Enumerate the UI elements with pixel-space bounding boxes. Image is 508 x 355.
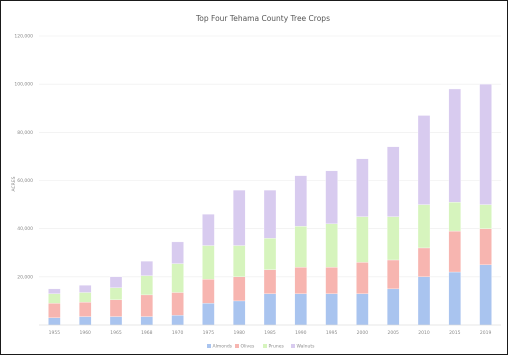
bar-olives-1980[interactable] [233,276,246,302]
x-tick-label: 1970 [172,330,184,336]
legend-swatch-walnuts [291,344,295,348]
bar-prunes-1965[interactable] [109,287,123,300]
x-tick-label: 1985 [264,330,276,336]
x-tick-label: 2010 [418,330,430,336]
bar-prunes-1955[interactable] [48,293,61,304]
bar-olives-1990[interactable] [294,267,307,294]
x-tick-label: 2019 [480,330,492,336]
legend-label-prunes: Prunes [269,344,285,350]
bar-almonds-1975[interactable] [202,303,215,326]
bar-prunes-2000[interactable] [356,216,369,263]
bar-walnuts-2005[interactable] [387,146,400,217]
bar-olives-1985[interactable] [263,269,277,294]
legend[interactable]: Almonds Olives Prunes Walnuts [207,344,315,350]
bar-prunes-1985[interactable] [263,238,277,270]
bar-prunes-2010[interactable] [417,204,431,249]
x-tick-label: 1965 [110,330,122,336]
bar-prunes-2005[interactable] [387,216,400,261]
y-axis-ticks: 20,000 40,000 60,000 80,000 100,000 120,000 [14,34,33,281]
bar-walnuts-1995[interactable] [325,170,338,225]
bar-walnuts-1990[interactable] [294,175,307,227]
x-tick-label: 1975 [203,330,215,336]
bar-prunes-1980[interactable] [233,245,246,277]
bar-almonds-1995[interactable] [325,293,338,326]
legend-swatch-olives [235,344,239,348]
x-tick-label: 1980 [233,330,245,336]
bar-olives-2000[interactable] [356,262,369,294]
bar-almonds-2015[interactable] [448,271,461,326]
bar-walnuts-1968[interactable] [140,261,153,276]
x-tick-label: 2005 [387,330,399,336]
bar-olives-2019[interactable] [479,228,492,265]
bar-olives-1968[interactable] [140,294,153,317]
legend-swatch-prunes [263,344,267,348]
legend-label-olives: Olives [241,344,255,350]
y-tick-label: 60,000 [17,178,33,184]
y-tick-label: 100,000 [14,82,33,88]
chart-title: Top Four Tehama County Tree Crops [195,14,330,23]
bar-almonds-2000[interactable] [356,293,369,326]
bar-walnuts-2010[interactable] [417,115,431,205]
y-tick-label: 80,000 [17,130,33,136]
bar-almonds-1968[interactable] [140,316,153,326]
bar-prunes-2015[interactable] [448,202,461,232]
bar-olives-1970[interactable] [171,292,184,316]
bar-olives-1960[interactable] [79,301,92,317]
x-tick-label: 1990 [295,330,307,336]
bar-prunes-1960[interactable] [79,292,92,303]
bar-walnuts-2019[interactable] [479,84,492,205]
bar-almonds-1965[interactable] [109,316,123,326]
bar-almonds-1960[interactable] [79,316,92,326]
bar-prunes-1968[interactable] [140,275,153,296]
bar-walnuts-1980[interactable] [233,189,246,246]
bar-walnuts-2015[interactable] [448,88,461,203]
legend-label-almonds: Almonds [213,344,233,350]
bar-prunes-2019[interactable] [479,204,492,229]
bar-olives-1965[interactable] [109,299,123,317]
bar-olives-1955[interactable] [48,303,61,318]
bars [48,84,492,326]
x-tick-label: 1960 [79,330,91,336]
x-tick-label: 1995 [326,330,338,336]
bar-walnuts-2000[interactable] [356,158,369,217]
bar-almonds-2010[interactable] [417,276,431,326]
bar-olives-2010[interactable] [417,247,431,277]
x-axis-ticks: 1955 1960 1965 1968 1970 1975 1980 1985 1990 1995… [49,330,492,336]
bar-walnuts-1985[interactable] [263,189,277,239]
bar-prunes-1970[interactable] [171,263,184,293]
x-tick-label: 1968 [141,330,153,336]
bar-almonds-2019[interactable] [479,264,492,326]
bar-almonds-1970[interactable] [171,315,184,326]
x-tick-label: 1955 [49,330,61,336]
bar-olives-1995[interactable] [325,267,338,294]
y-tick-label: 40,000 [17,226,33,232]
bar-prunes-1975[interactable] [202,245,215,280]
legend-swatch-almonds [207,344,211,348]
bar-olives-2005[interactable] [387,259,400,290]
bar-walnuts-1955[interactable] [48,288,61,294]
bar-walnuts-1970[interactable] [171,241,184,264]
y-axis-title: ACRES [11,176,17,191]
y-tick-label: 20,000 [17,274,33,280]
bar-prunes-1990[interactable] [294,226,307,268]
bar-almonds-1955[interactable] [48,317,61,326]
bar-almonds-1985[interactable] [263,293,277,326]
legend-label-walnuts: Walnuts [297,344,316,350]
bar-walnuts-1975[interactable] [202,214,215,246]
bar-walnuts-1960[interactable] [79,285,92,293]
x-tick-label: 2000 [357,330,369,336]
bar-walnuts-1965[interactable] [109,276,123,288]
bar-almonds-1980[interactable] [233,300,246,326]
bar-olives-1975[interactable] [202,279,215,304]
y-tick-label: 120,000 [14,34,33,40]
bar-olives-2015[interactable] [448,230,461,273]
x-tick-label: 2015 [449,330,461,336]
bar-almonds-1990[interactable] [294,293,307,326]
bar-prunes-1995[interactable] [325,223,338,268]
bar-almonds-2005[interactable] [387,288,400,326]
